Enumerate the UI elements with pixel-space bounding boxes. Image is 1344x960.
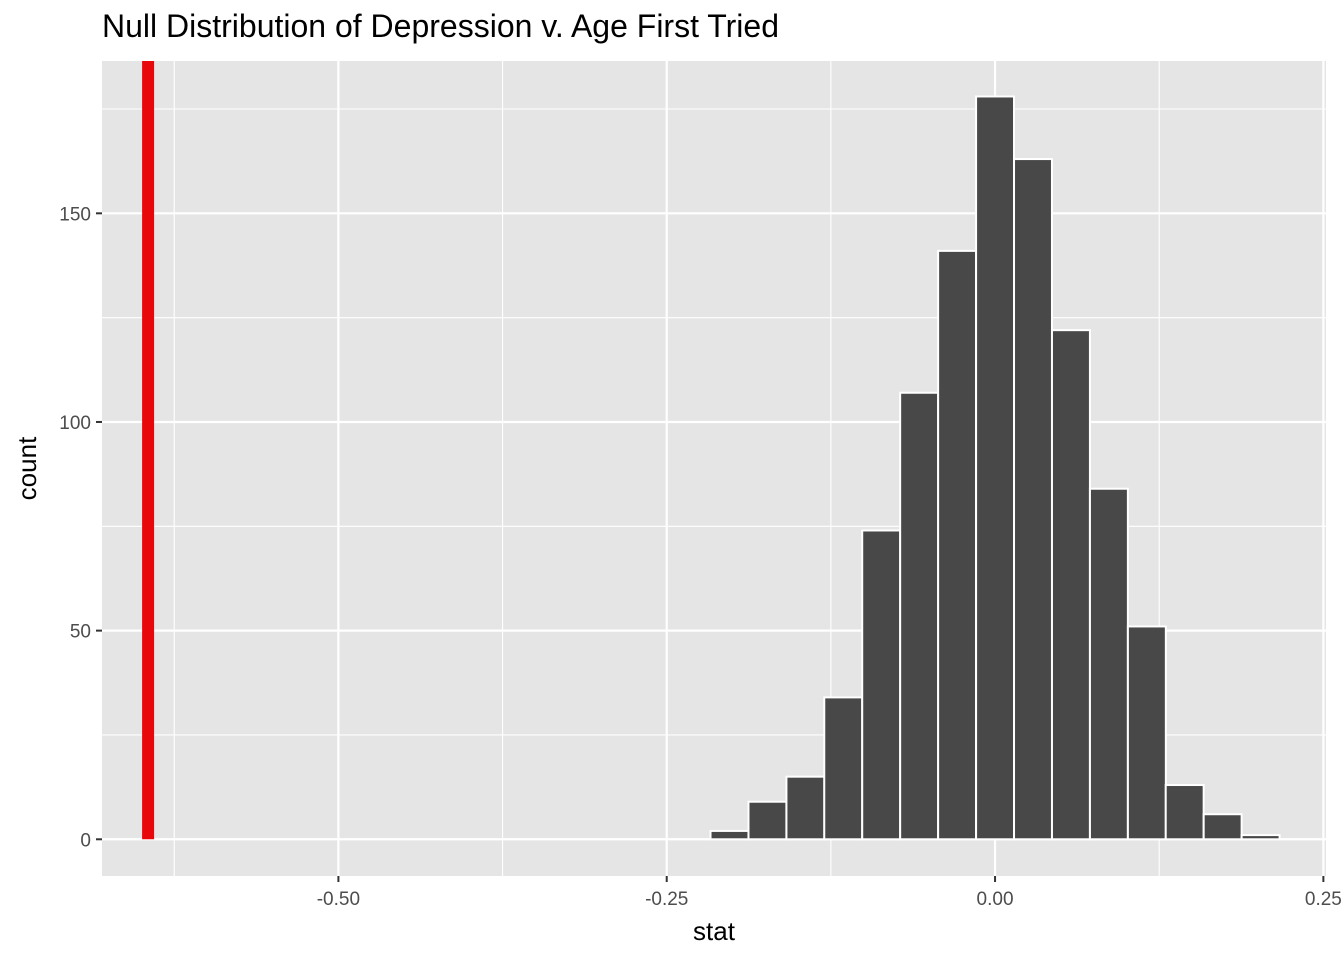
histogram-bar — [823, 696, 864, 841]
histogram-bar — [1202, 813, 1243, 841]
x-tick-label: 0.00 — [977, 889, 1014, 910]
x-axis: -0.50 -0.25 0.00 0.25 — [317, 876, 1342, 910]
y-tick-label: 100 — [59, 413, 91, 434]
y-axis-title: count — [12, 436, 42, 500]
x-tick-label: -0.50 — [317, 889, 360, 910]
histogram-bar — [899, 391, 940, 841]
histogram-bar — [937, 249, 978, 841]
histogram-bar — [1240, 834, 1281, 841]
x-axis-title: stat — [693, 916, 736, 946]
histogram-bar — [785, 775, 826, 841]
histogram-bar — [1050, 329, 1091, 841]
histogram-bar — [1013, 158, 1053, 841]
y-tick-label: 50 — [70, 622, 91, 643]
histogram-bar — [861, 529, 902, 841]
x-tick-label: 0.25 — [1305, 889, 1342, 910]
y-tick-label: 0 — [80, 830, 91, 851]
histogram-bar — [1164, 784, 1205, 841]
y-axis: 0 50 100 150 — [59, 204, 102, 851]
chart-title: Null Distribution of Depression v. Age F… — [102, 8, 779, 44]
histogram-bar — [975, 95, 1016, 841]
histogram-bar — [709, 829, 750, 841]
x-tick-label: -0.25 — [645, 889, 688, 910]
y-tick-label: 150 — [59, 204, 91, 225]
histogram-bar — [1088, 487, 1129, 841]
histogram-bars — [709, 95, 1281, 841]
histogram-bar — [747, 800, 788, 841]
histogram-bar — [1126, 625, 1167, 841]
